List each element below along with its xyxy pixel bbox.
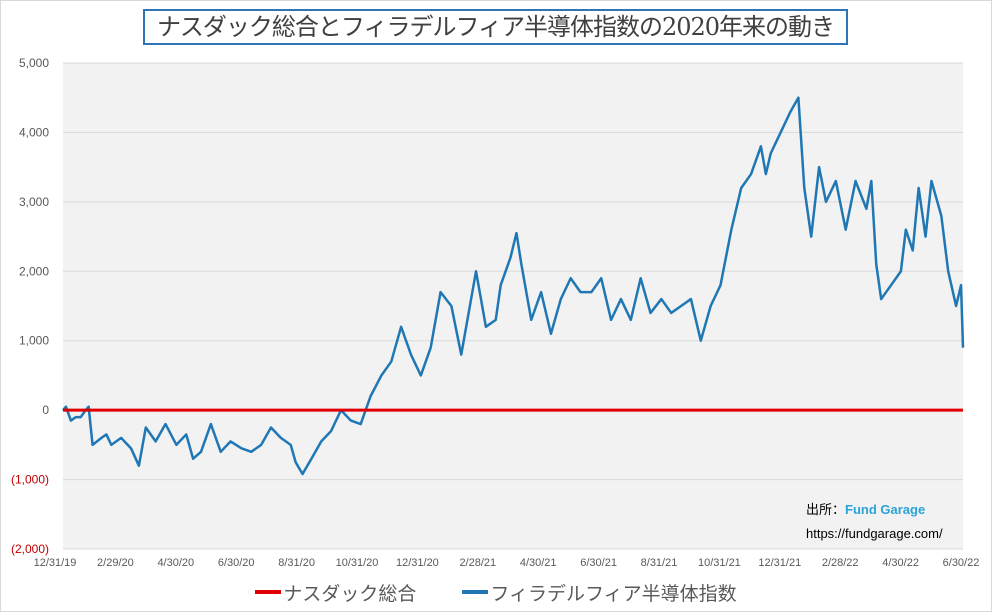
chart-title: ナスダック総合とフィラデルフィア半導体指数の2020年来の動き: [143, 9, 848, 45]
legend: ナスダック総合 フィラデルフィア半導体指数: [1, 577, 991, 606]
source-note: 出所：Fund Garage https://fundgarage.com/: [806, 498, 943, 546]
x-tick-label: 12/31/21: [758, 557, 801, 569]
x-tick-label: 10/31/21: [698, 557, 741, 569]
legend-label: フィラデルフィア半導体指数: [490, 582, 737, 605]
x-tick-label: 2/28/21: [459, 557, 496, 569]
x-tick-label: 6/30/21: [580, 557, 617, 569]
source-url: https://fundgarage.com/: [806, 526, 943, 541]
source-label: 出所：: [806, 502, 846, 517]
y-tick-label: (1,000): [11, 473, 49, 487]
x-tick-label: 8/31/21: [641, 557, 678, 569]
y-tick-label: 4,000: [19, 125, 49, 139]
y-tick-label: 0: [42, 403, 49, 417]
y-tick-label: (2,000): [11, 542, 49, 556]
legend-item-nasdaq: ナスダック総合: [255, 579, 416, 606]
legend-label: ナスダック総合: [283, 582, 417, 605]
y-tick-label: 3,000: [19, 195, 49, 209]
x-tick-label: 2/28/22: [822, 557, 859, 569]
x-tick-label: 2/29/20: [97, 557, 134, 569]
y-tick-label: 1,000: [19, 334, 49, 348]
x-tick-label: 6/30/22: [943, 557, 980, 569]
y-tick-label: 2,000: [19, 264, 49, 278]
plot-background: [63, 63, 963, 549]
legend-swatch-blue: [462, 590, 489, 594]
x-tick-label: 6/30/20: [218, 557, 255, 569]
x-tick-label: 4/30/21: [520, 557, 557, 569]
x-tick-label: 10/31/20: [336, 557, 379, 569]
series-line: [62, 96, 965, 476]
x-tick-label: 8/31/20: [278, 557, 315, 569]
x-tick-label: 4/30/22: [882, 557, 919, 569]
legend-swatch-red: [255, 590, 282, 594]
x-tick-label: 12/31/19: [34, 557, 77, 569]
source-brand: Fund Garage: [845, 502, 926, 517]
legend-item-sox: フィラデルフィア半導体指数: [462, 579, 737, 606]
x-tick-label: 4/30/20: [157, 557, 194, 569]
y-tick-label: 5,000: [19, 56, 49, 70]
x-tick-label: 12/31/20: [396, 557, 439, 569]
